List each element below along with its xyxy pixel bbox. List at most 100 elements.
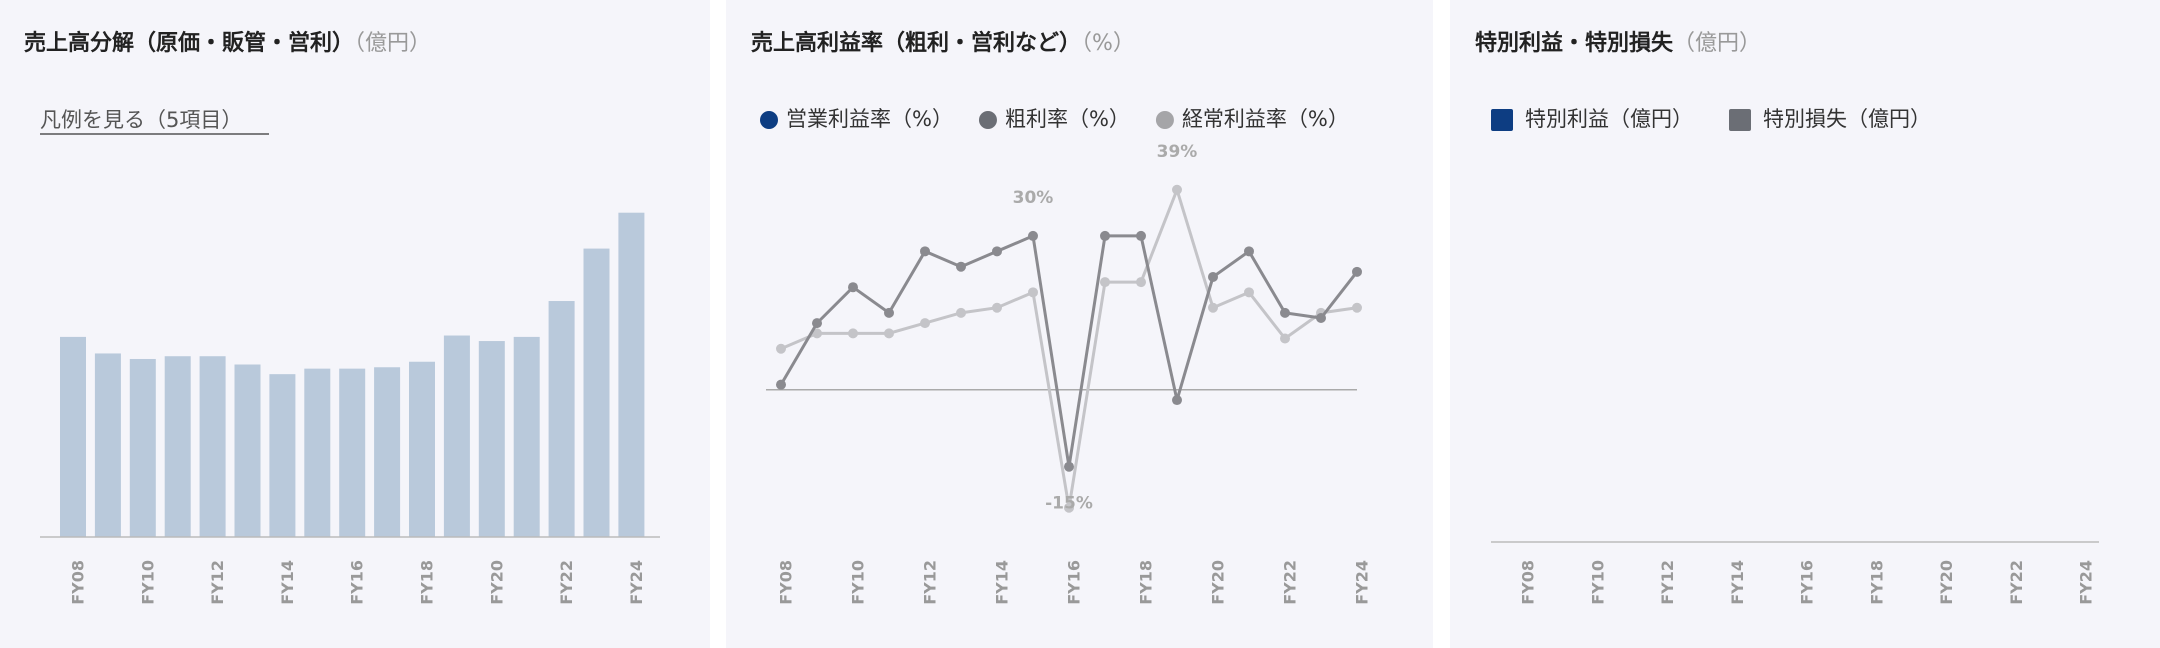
x-tick-label: FY08	[1519, 560, 1538, 605]
bar	[234, 364, 261, 537]
legend-label: 経常利益率（%）	[1182, 107, 1349, 131]
x-tick-label: FY08	[777, 560, 796, 605]
legend-marker	[760, 111, 778, 129]
point	[956, 307, 966, 318]
x-tick-label: FY12	[921, 560, 940, 605]
x-tick-label: FY16	[348, 560, 367, 605]
bar	[199, 356, 226, 537]
bar	[269, 374, 296, 537]
panel-bg	[1450, 0, 2160, 648]
point	[920, 318, 930, 329]
x-tick-label: FY22	[1281, 560, 1300, 605]
bar	[374, 367, 401, 537]
bar	[339, 368, 366, 537]
title: 売上高分解（原価・販管・営利）	[24, 30, 354, 56]
point	[1208, 271, 1218, 282]
value-label: 30%	[1013, 188, 1054, 208]
point	[812, 328, 822, 339]
x-tick-label: FY24	[2077, 560, 2096, 605]
point	[1244, 246, 1254, 257]
value-label: 39%	[1157, 142, 1198, 162]
x-tick-label: FY16	[1065, 560, 1084, 605]
point	[1028, 287, 1038, 298]
legend-label: 特別利益（億円）	[1525, 107, 1693, 131]
point	[848, 328, 858, 339]
legend-marker	[1729, 109, 1751, 131]
value-label: -15%	[1045, 494, 1093, 514]
point	[1280, 307, 1290, 318]
bar	[129, 358, 156, 537]
bar	[304, 368, 331, 537]
point	[1208, 302, 1218, 313]
point	[1136, 277, 1146, 288]
legend: 営業利益率（%） 粗利率（%） 経常利益率（%）	[760, 107, 1349, 131]
x-tick-label: FY20	[1937, 560, 1956, 605]
bar	[409, 361, 435, 537]
x-tick-label: FY20	[1209, 560, 1228, 605]
bar	[60, 336, 86, 537]
panel-title: 特別利益・特別損失（億円）	[1475, 30, 1761, 56]
panel-title: 売上高利益率（粗利・営利など）（%）	[751, 30, 1135, 56]
point	[1064, 461, 1074, 472]
title: 特別利益・特別損失	[1475, 30, 1674, 56]
point	[1028, 230, 1038, 241]
x-tick-label: FY20	[487, 560, 506, 605]
x-tick-label: FY24	[1353, 560, 1372, 605]
x-tick-label: FY24	[627, 560, 646, 605]
legend-toggle[interactable]: 凡例を見る（5項目）	[40, 108, 242, 132]
legend-marker	[1491, 109, 1513, 131]
point	[1136, 230, 1146, 241]
point	[776, 343, 786, 354]
panel-margins: 売上高利益率（粗利・営利など）（%） 営業利益率（%） 粗利率（%） 経常利益率（%…	[726, 0, 1433, 648]
bar	[443, 335, 470, 537]
point	[1100, 277, 1110, 288]
legend-marker	[978, 111, 997, 129]
panel-title: 売上高分解（原価・販管・営利）（億円）	[24, 30, 431, 56]
point	[884, 328, 894, 339]
point	[884, 307, 894, 318]
x-tick-label: FY14	[1728, 560, 1747, 605]
unit: （億円）	[354, 31, 431, 56]
point	[1316, 312, 1326, 323]
point	[992, 246, 1002, 257]
unit: （億円）	[1673, 31, 1761, 56]
panel-bg	[726, 0, 1433, 648]
point	[920, 246, 930, 257]
bar	[513, 336, 540, 537]
title: 売上高利益率（粗利・営利など）	[751, 30, 1081, 56]
x-tick-label: FY10	[1588, 560, 1607, 605]
x-tick-label: FY18	[1867, 560, 1886, 605]
x-tick-label: FY10	[138, 560, 157, 605]
x-tick-label: FY22	[2007, 560, 2026, 605]
bar	[94, 353, 121, 537]
point	[848, 282, 858, 293]
legend-label: 営業利益率（%）	[786, 107, 953, 131]
panel-special: 特別利益・特別損失（億円） 特別利益（億円） 特別損失（億円） FY08 FY10 FY…	[1450, 0, 2160, 648]
x-tick-label: FY14	[278, 560, 297, 605]
point	[1352, 302, 1362, 313]
bar	[583, 248, 610, 537]
x-tick-label: FY12	[208, 560, 227, 605]
x-tick-label: FY08	[69, 560, 88, 605]
legend-marker	[1155, 111, 1174, 129]
point	[1100, 230, 1110, 241]
point	[1244, 287, 1254, 298]
point	[1352, 266, 1362, 277]
point	[1064, 502, 1074, 513]
legend-label: 特別損失（億円）	[1763, 107, 1931, 131]
point	[776, 379, 786, 390]
point	[1280, 333, 1290, 344]
unit: （%）	[1081, 31, 1135, 56]
x-tick-label: FY14	[993, 560, 1012, 605]
x-tick-label: FY18	[418, 560, 437, 605]
bar	[478, 341, 505, 537]
panel-sales: 売上高分解（原価・販管・営利）（億円） 凡例を見る（5項目） FY08 FY10 F…	[0, 0, 710, 648]
x-tick-label: FY12	[1658, 560, 1677, 605]
point	[956, 261, 966, 272]
x-tick-label: FY18	[1137, 560, 1156, 605]
x-tick-label: FY16	[1798, 560, 1817, 605]
point	[992, 302, 1002, 313]
point	[1172, 184, 1182, 195]
point	[812, 318, 822, 329]
